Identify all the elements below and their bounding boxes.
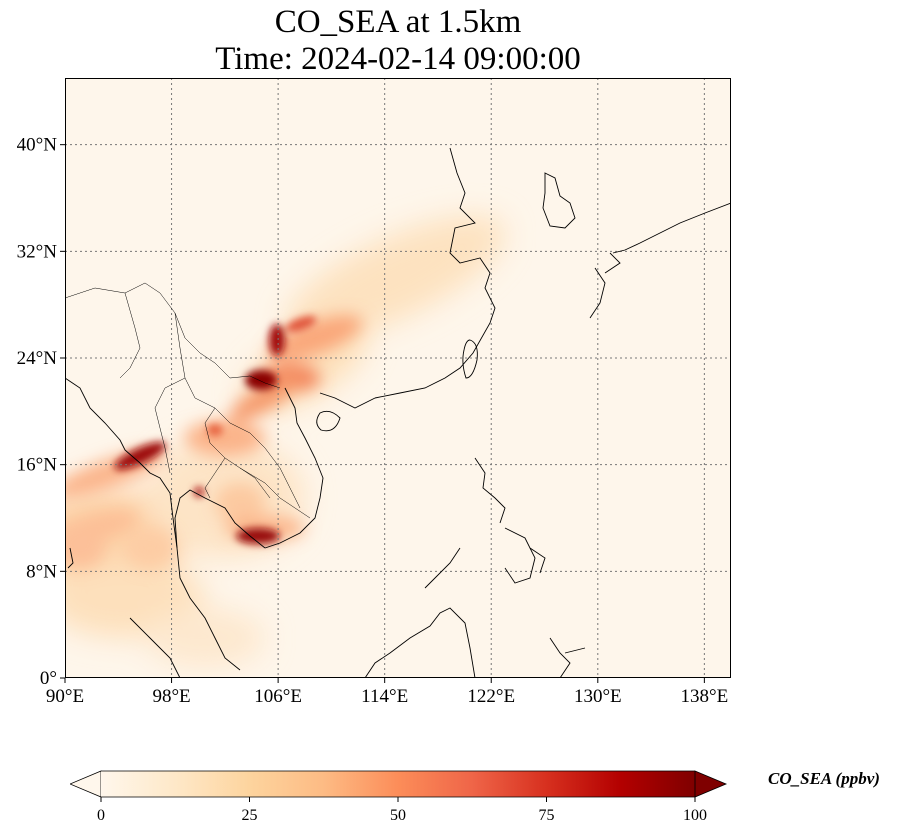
title-line-2: Time: 2024-02-14 09:00:00 [215,41,581,77]
lat-tick-label: 8°N [26,561,57,582]
plot-title: CO_SEA at 1.5km Time: 2024-02-14 09:00:0… [65,4,731,78]
colorbar-extend-min [70,770,102,798]
hotspot-layer [114,316,317,544]
coastlines [65,147,731,678]
lon-tick-label: 114°E [361,686,408,707]
colorbar-tick-label: 100 [683,807,707,824]
hotspot-myanmar [114,442,166,470]
colorbar-label: CO_SEA (ppbv) [768,769,880,788]
hotspot-bangkok [194,487,204,497]
lon-tick-label: 138°E [681,686,729,707]
hotspot-hcmc [236,528,280,544]
country-borders [65,282,311,519]
concentration-field [65,215,506,668]
colorbar-tick-label: 0 [97,807,105,824]
colorbar: 0 25 50 75 100 [70,770,728,824]
colorbar-extend-max [694,770,728,798]
lat-tick-label: 24°N [17,348,58,369]
colorbar-tick-label: 50 [390,807,406,824]
map-border [65,78,731,678]
lon-tick-label: 98°E [152,686,190,707]
lon-tick-label: 130°E [574,686,622,707]
map-panel [65,78,731,678]
hotspot-hanoi [245,370,277,390]
colorbar-gradient [101,771,695,797]
longitude-ticks: 90°E 98°E 106°E 114°E 122°E 130°E 138°E [46,678,728,707]
lat-tick-label: 16°N [17,455,58,476]
lat-tick-label: 40°N [17,135,58,156]
lon-tick-label: 106°E [254,686,302,707]
lat-tick-label: 0° [40,668,57,689]
latitude-ticks: 0° 8°N 16°N 24°N 32°N 40°N [17,135,65,689]
title-line-1: CO_SEA at 1.5km [274,4,522,40]
colorbar-tick-label: 25 [242,807,258,824]
hotspot-guizhou [269,324,285,356]
lon-tick-label: 90°E [46,686,84,707]
colorbar-ticks: 0 25 50 75 100 [97,797,707,824]
lon-tick-label: 122°E [467,686,515,707]
lat-tick-label: 32°N [17,241,58,262]
colorbar-tick-label: 75 [539,807,555,824]
